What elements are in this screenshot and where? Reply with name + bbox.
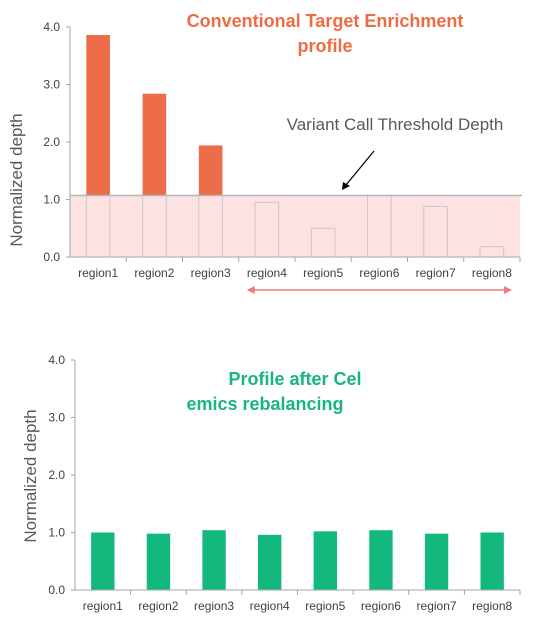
- y-tick-label: 4.0: [48, 353, 65, 367]
- x-tick-label: region8: [472, 599, 512, 613]
- x-tick-label: region4: [247, 266, 287, 280]
- y-tick-label: 2.0: [43, 135, 60, 149]
- x-tick-label: region5: [305, 599, 345, 613]
- x-tick-label: region1: [78, 266, 118, 280]
- chart-title-line1: Conventional Target Enrichment: [187, 11, 464, 31]
- y-tick-label: 0.0: [48, 583, 65, 597]
- bar-below-threshold: [479, 246, 505, 258]
- y-tick-label: 0.0: [43, 250, 60, 264]
- range-arrow-head-left: [246, 286, 255, 294]
- y-tick-label: 1.0: [48, 526, 65, 540]
- x-tick-label: region3: [194, 599, 234, 613]
- conventional-profile-chart: 0.0 1.0 2.0 3.0 4.0 region1 region2 region3 reg…: [7, 11, 522, 294]
- y-tick-label: 4.0: [43, 20, 60, 34]
- chart-title-line1: Profile after Cel: [228, 369, 361, 389]
- bar-region2: [146, 533, 171, 590]
- bar-region1: [91, 532, 115, 590]
- x-tick-label: region7: [416, 266, 456, 280]
- x-tick-label: region2: [138, 599, 178, 613]
- bar-region3: [202, 530, 226, 590]
- annotation-arrow: [342, 150, 375, 190]
- threshold-annotation: Variant Call Threshold Depth: [287, 115, 504, 134]
- x-tick-label: region6: [359, 266, 399, 280]
- bar-region5: [313, 531, 337, 590]
- x-tick-label: region5: [303, 266, 343, 280]
- bar-below-threshold: [310, 227, 336, 258]
- y-tick-label: 3.0: [48, 411, 65, 425]
- x-tick-label: region3: [191, 266, 231, 280]
- y-axis-label: Normalized depth: [7, 113, 26, 246]
- y-tick-label: 3.0: [43, 78, 60, 92]
- bar-below-threshold: [85, 194, 111, 258]
- bar-region8: [480, 532, 504, 590]
- y-tick-label: 2.0: [48, 468, 65, 482]
- x-tick-label: region6: [361, 599, 401, 613]
- bar-below-threshold: [254, 201, 280, 258]
- bar-below-threshold: [198, 194, 223, 258]
- low-coverage-range-arrow: [246, 286, 512, 294]
- bar-below-threshold: [423, 205, 448, 258]
- x-tick-label: region8: [472, 266, 512, 280]
- bar-below-threshold: [142, 194, 167, 258]
- threshold-band: [70, 195, 520, 257]
- chart-title-line2: profile: [297, 36, 352, 56]
- rebalanced-profile-chart: 0.0 1.0 2.0 3.0 4.0 region1 region2 region3 reg…: [21, 353, 521, 613]
- bar-region7: [424, 533, 449, 590]
- x-tick-label: region4: [250, 599, 290, 613]
- range-arrow-head-right: [504, 286, 512, 294]
- bar-below-threshold: [367, 194, 392, 258]
- bar-region6: [369, 530, 393, 590]
- bar-region4: [258, 534, 282, 590]
- chart-title-line2: emics rebalancing: [186, 394, 343, 414]
- x-tick-label: region1: [83, 599, 123, 613]
- x-tick-label: region7: [417, 599, 457, 613]
- y-tick-label: 1.0: [43, 193, 60, 207]
- x-tick-label: region2: [134, 266, 174, 280]
- y-axis-label: Normalized depth: [21, 409, 40, 542]
